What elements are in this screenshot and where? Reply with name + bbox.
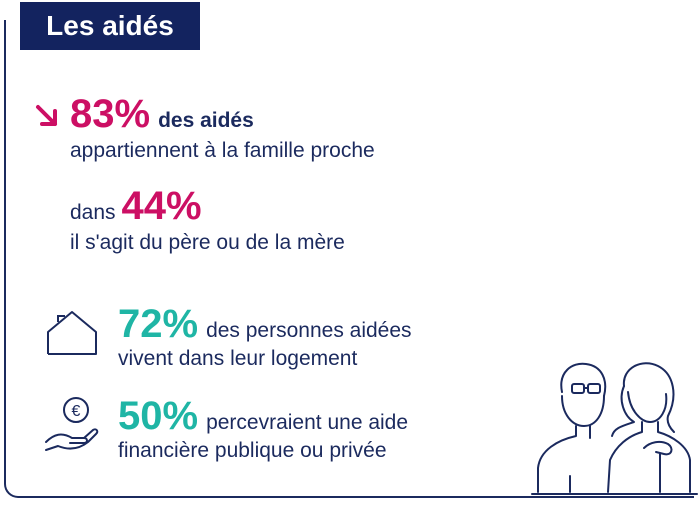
stat-housing-label: des personnes aidées	[206, 319, 412, 342]
house-icon	[47, 311, 97, 355]
stat-family: 83% des aidés appartiennent à la famille…	[70, 94, 375, 165]
stat-housing: 72% des personnes aidées vivent dans leu…	[118, 304, 412, 373]
stat-housing-value: 72%	[118, 302, 199, 346]
stat-financial-aid-value: 50%	[118, 394, 199, 438]
section-title-label: Les aidés	[46, 10, 174, 41]
stat-financial-aid: 50% percevraient une aide financière pub…	[118, 396, 408, 465]
euro-hand-icon: €	[45, 397, 99, 451]
stat-financial-aid-label: percevraient une aide	[206, 411, 409, 434]
stat-family-value: 83%	[70, 92, 151, 136]
stat-parent-value: 44%	[121, 184, 202, 228]
stat-parent: dans 44% il s'agit du père ou de la mère	[70, 186, 345, 257]
elderly-couple-icon	[531, 362, 698, 495]
stat-parent-detail: il s'agit du père ou de la mère	[70, 231, 345, 255]
stat-parent-prefix: dans	[70, 201, 116, 224]
stat-housing-detail: vivent dans leur logement	[118, 347, 358, 371]
stat-family-label: des aidés	[158, 109, 254, 132]
svg-text:€: €	[72, 403, 81, 420]
content-frame	[4, 20, 694, 498]
stat-financial-aid-detail: financière publique ou privée	[118, 439, 387, 463]
stat-family-detail: appartiennent à la famille proche	[70, 139, 375, 163]
section-title: Les aidés	[20, 2, 200, 50]
arrow-down-right-icon	[36, 105, 57, 126]
